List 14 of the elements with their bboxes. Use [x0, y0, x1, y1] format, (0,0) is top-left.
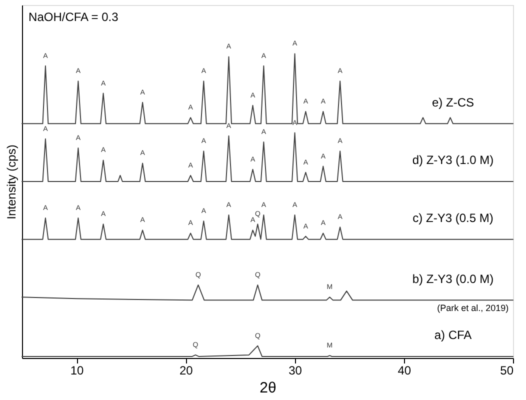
- x-tick-label: 30: [288, 364, 302, 378]
- x-tick-label: 40: [398, 364, 412, 378]
- annotation: (Park et al., 2019): [437, 302, 509, 313]
- series-label: d) Z-Y3 (1.0 M): [412, 153, 494, 168]
- series-label: b) Z-Y3 (0.0 M): [412, 272, 494, 286]
- series-label: c) Z-Y3 (0.5 M): [412, 211, 494, 226]
- series-label: e) Z-CS: [432, 95, 474, 110]
- x-tick-label: 50: [500, 364, 514, 378]
- x-tick-label: 10: [70, 364, 84, 378]
- y-axis-title: Intensity (cps): [4, 144, 18, 220]
- text: NaOH/CFA = 0.3: [28, 10, 119, 24]
- x-axis-title: 2θ: [260, 380, 276, 396]
- series-label: a) CFA: [434, 328, 472, 342]
- x-tick-label: 20: [179, 364, 194, 378]
